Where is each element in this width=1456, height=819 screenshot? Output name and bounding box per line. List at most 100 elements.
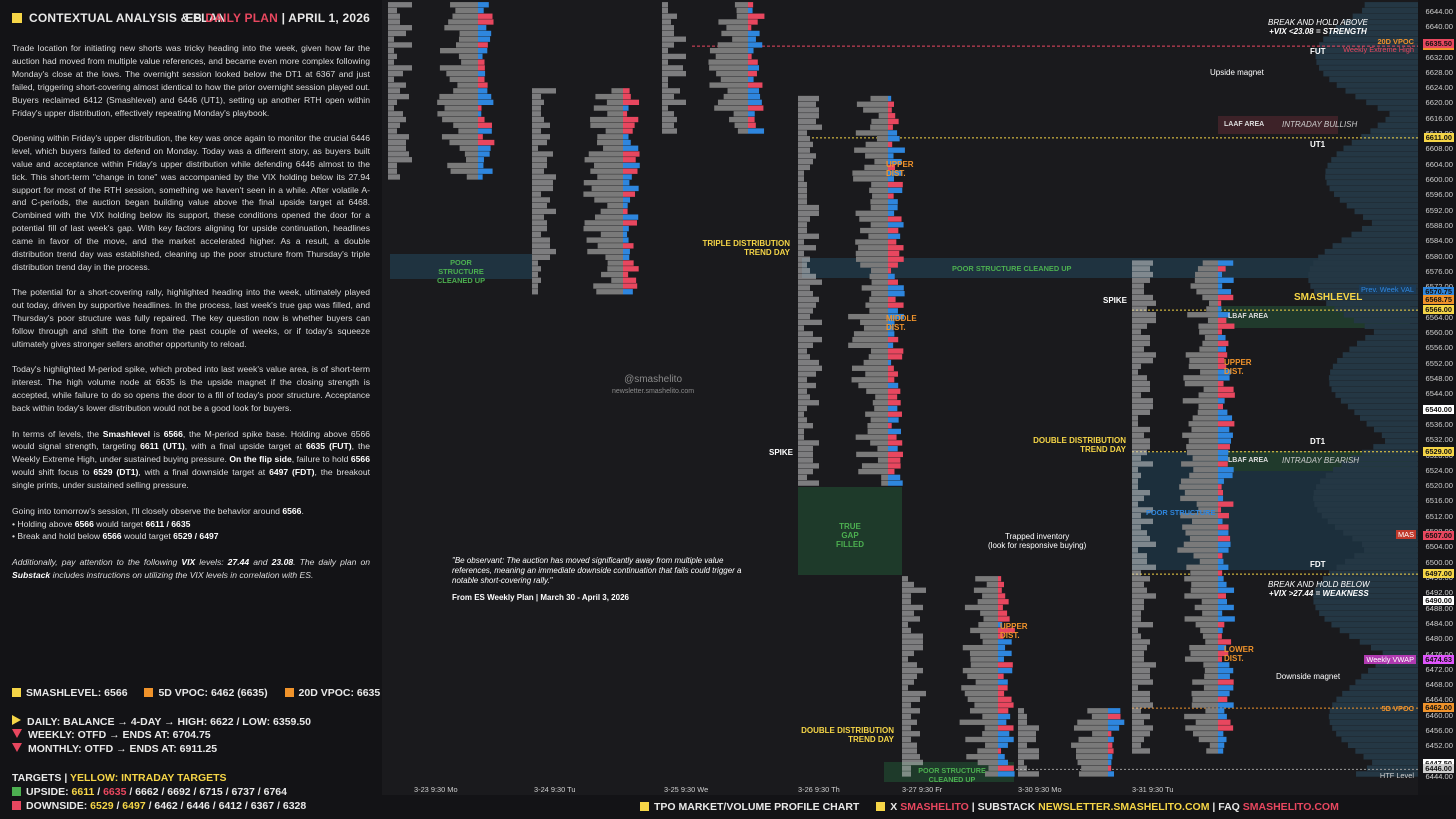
delta-bar <box>888 445 898 452</box>
tpo-letters <box>1132 570 1141 576</box>
laaf-zone <box>1218 116 1338 134</box>
background-volume-bar <box>1328 713 1418 720</box>
tpo-letters <box>902 685 908 691</box>
volume-bar <box>964 604 998 611</box>
volume-bar <box>966 754 998 760</box>
volume-bar <box>1198 736 1218 743</box>
faq-link[interactable]: SMASHELITO.COM <box>1242 801 1339 813</box>
delta-bar <box>888 153 894 159</box>
price-tick-label: 6504.00 <box>1425 542 1453 552</box>
level-lines <box>692 45 1418 770</box>
upper-dist-label: UPPER DIST. <box>1224 358 1252 376</box>
delta-bar <box>888 268 892 274</box>
tpo-letters <box>798 250 804 257</box>
tpo-letters <box>1132 449 1147 456</box>
tpo-letters <box>1018 748 1039 754</box>
background-volume-bar <box>1325 472 1418 479</box>
smashlevel-label: SMASHLEVEL <box>1294 292 1363 303</box>
delta-bar <box>748 82 763 88</box>
delta-bar <box>998 759 1008 766</box>
volume-bar <box>1202 610 1218 616</box>
time-tick-label: 3-24 9:30 Tu <box>534 785 576 794</box>
volume-bar <box>1198 392 1218 398</box>
delta-bar <box>998 644 1006 651</box>
volume-bar <box>455 42 478 48</box>
background-volume-bar <box>1322 576 1418 582</box>
x-handle-link[interactable]: SMASHELITO <box>900 801 969 813</box>
delta-bar <box>478 122 492 128</box>
price-tick-label: 6588.00 <box>1425 220 1453 230</box>
delta-bar <box>1218 346 1227 352</box>
delta-bar <box>1218 478 1224 484</box>
time-tick-label: 3-27 9:30 Fr <box>902 785 943 794</box>
background-volume-bar <box>1319 65 1418 71</box>
tpo-letters <box>1132 547 1138 553</box>
volume-bar <box>858 382 888 389</box>
volume-bar <box>590 168 623 174</box>
volume-bar <box>732 36 748 42</box>
volume-bar <box>1184 576 1218 582</box>
delta-bar <box>1218 547 1229 553</box>
volume-bar <box>1189 644 1218 651</box>
volume-bar <box>466 157 478 163</box>
background-volume-bar <box>1308 277 1418 284</box>
intraday-bearish-label: INTRADAY BEARISH <box>1282 456 1360 465</box>
background-volume-bar <box>1385 116 1418 123</box>
substack-link[interactable]: NEWSLETTER.SMASHELITO.COM <box>1038 801 1210 813</box>
background-volume-bar <box>1352 535 1418 542</box>
tpo-letters <box>1132 731 1150 737</box>
delta-bar <box>1218 587 1235 593</box>
delta-bar <box>888 463 901 469</box>
volume-bar <box>848 313 888 320</box>
volume-bar <box>439 65 478 71</box>
delta-bar <box>888 176 894 182</box>
tpo-letters <box>662 2 668 8</box>
background-volume-bar <box>1334 524 1418 530</box>
price-axis[interactable]: 6644.006640.006636.006632.006628.006624.… <box>1418 0 1456 795</box>
delta-bar <box>1218 375 1230 381</box>
tpo-letters <box>798 279 822 285</box>
tpo-letters <box>798 239 804 245</box>
delta-bar <box>748 13 765 19</box>
delta-bar <box>748 42 763 48</box>
volume-bar <box>1201 599 1218 605</box>
delta-bar <box>478 59 485 65</box>
tpo-letters <box>662 48 668 54</box>
volume-bar <box>1193 731 1218 737</box>
background-volume-bar <box>1355 748 1418 754</box>
volume-bar <box>965 736 998 743</box>
analysis-panel: CONTEXTUAL ANALYSIS & PLAN ES DAILY PLAN… <box>0 0 382 819</box>
volume-bar <box>959 719 998 725</box>
background-volume-bar <box>1340 398 1418 404</box>
tpo-letters <box>798 388 807 394</box>
volume-bar <box>870 222 888 228</box>
delta-bar <box>1218 719 1231 725</box>
tpo-letters <box>1132 352 1156 358</box>
tpo-letters <box>902 771 911 777</box>
tpo-letters <box>798 319 822 326</box>
volume-bar <box>1091 713 1108 720</box>
volume-bar <box>970 662 998 668</box>
tpo-letters <box>1132 472 1141 479</box>
tpo-letters <box>1132 650 1144 657</box>
delta-bar <box>478 134 483 140</box>
delta-bar <box>1218 633 1222 639</box>
tpo-letters <box>798 141 813 148</box>
delta-bar <box>888 434 897 440</box>
volume-bar <box>1194 277 1218 283</box>
lbaf-label: LBAF AREA <box>1228 457 1269 464</box>
volume-bar <box>1180 495 1218 502</box>
volume-bar <box>734 2 748 8</box>
tpo-chart[interactable]: POOR STRUCTURE CLEANED UP POOR STRUCTURE… <box>382 0 1456 795</box>
tpo-letters <box>902 604 923 611</box>
background-volume-bar <box>1339 197 1418 203</box>
tpo-letters <box>798 210 819 216</box>
targets-title: TARGETS | YELLOW: INTRADAY TARGETS <box>12 772 227 784</box>
tpo-letters <box>1018 719 1027 725</box>
volume-bar <box>736 7 748 14</box>
price-tag: 6540.00 <box>1423 404 1454 414</box>
background-volume-bar <box>1389 111 1418 117</box>
delta-bar <box>623 214 639 220</box>
tpo-letters <box>798 222 807 228</box>
volume-bar <box>1077 719 1108 725</box>
